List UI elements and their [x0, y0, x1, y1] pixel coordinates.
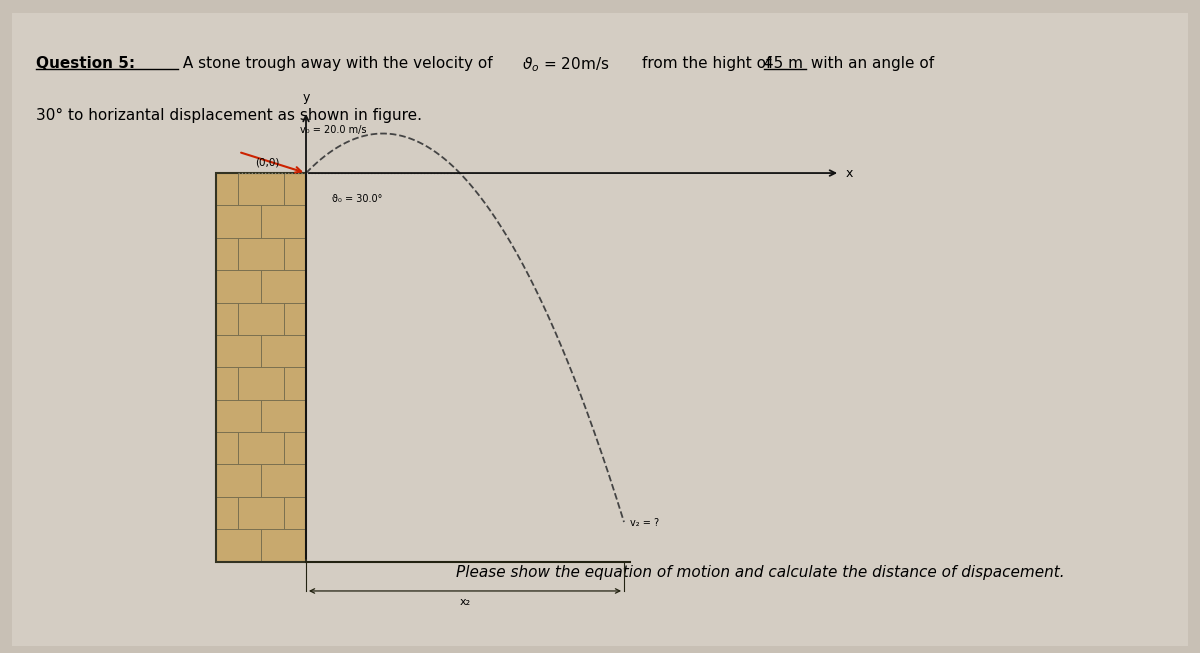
Bar	[216, 173, 306, 562]
Text: x₂: x₂	[460, 597, 470, 607]
Text: from the hight of: from the hight of	[642, 56, 776, 71]
Text: (0,0): (0,0)	[256, 157, 280, 167]
Text: ϑ₀ = 30.0°: ϑ₀ = 30.0°	[332, 195, 383, 204]
Text: y: y	[302, 91, 310, 104]
Text: A stone trough away with the velocity of: A stone trough away with the velocity of	[178, 56, 497, 71]
Text: with an angle of: with an angle of	[806, 56, 935, 71]
Text: 45 m: 45 m	[764, 56, 804, 71]
Bar	[216, 173, 306, 562]
Text: 30° to horizantal displacement as shown in figure.: 30° to horizantal displacement as shown …	[36, 108, 422, 123]
FancyBboxPatch shape	[12, 13, 1188, 646]
Text: x: x	[846, 167, 853, 180]
Text: $\vartheta_o$ = 20m/s: $\vartheta_o$ = 20m/s	[522, 56, 610, 74]
Text: Please show the equation of motion and calculate the distance of dispacement.: Please show the equation of motion and c…	[456, 565, 1064, 580]
Text: v₂ = ?: v₂ = ?	[630, 518, 659, 528]
Text: v₀ = 20.0 m/s: v₀ = 20.0 m/s	[300, 125, 366, 135]
Text: Question 5:: Question 5:	[36, 56, 136, 71]
